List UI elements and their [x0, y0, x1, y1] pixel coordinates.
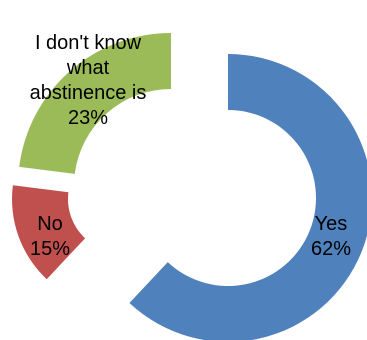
- data-label-yes: Yes 62%: [311, 213, 351, 260]
- data-label-line: abstinence is: [30, 82, 147, 104]
- data-label-line: No: [37, 213, 63, 235]
- pie-slices: [12, 33, 367, 340]
- data-label-no: No 15%: [30, 213, 70, 260]
- pie-slice-no: [12, 185, 86, 280]
- data-label-line: I don't know: [35, 32, 142, 54]
- data-label-line: 23%: [68, 107, 108, 129]
- pie-slice-yes: [129, 54, 367, 340]
- data-label-i-don-t-know-what-abstinence-is: I don't know what abstinence is 23%: [30, 32, 147, 129]
- pie-slice-i-don-t-know-what-abstinence-is: [19, 33, 172, 174]
- data-label-line: 62%: [311, 238, 351, 260]
- data-label-line: what: [66, 57, 110, 79]
- data-label-line: 15%: [30, 238, 70, 260]
- pie-data-labels: Yes 62% No 15% I don't know what abstinence is…: [30, 32, 352, 260]
- data-label-line: Yes: [315, 213, 348, 235]
